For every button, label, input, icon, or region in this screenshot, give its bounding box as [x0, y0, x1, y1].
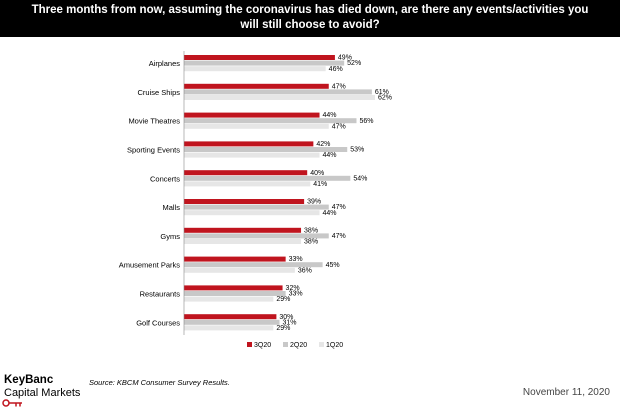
legend-swatch	[319, 342, 324, 347]
bar	[184, 285, 283, 291]
legend-swatch	[247, 342, 252, 347]
data-label: 44%	[323, 210, 337, 217]
bar	[184, 239, 302, 244]
data-label: 47%	[332, 83, 346, 90]
category-label: Restaurants	[140, 290, 181, 299]
bar	[184, 262, 323, 268]
category-label: Sporting Events	[127, 146, 180, 155]
data-label: 56%	[359, 118, 373, 125]
category-label: Gyms	[160, 232, 180, 241]
data-label: 33%	[289, 291, 303, 298]
bar	[184, 233, 329, 239]
bar	[184, 112, 320, 118]
data-label: 31%	[282, 319, 296, 326]
data-label: 53%	[350, 147, 364, 154]
data-label: 32%	[286, 285, 300, 292]
data-label: 44%	[323, 112, 337, 119]
bar	[184, 147, 348, 152]
bar	[184, 89, 372, 95]
legend-label: 2Q20	[290, 342, 307, 349]
bar	[184, 60, 345, 66]
bar	[184, 256, 286, 262]
key-icon	[2, 399, 22, 407]
legend-label: 1Q20	[326, 342, 343, 349]
logo-name: KeyBanc	[4, 374, 54, 386]
data-label: 49%	[338, 55, 352, 62]
bar-chart: Airplanes 49%52% 46% Cruise Ships 47% 61%62% M…	[119, 51, 392, 349]
source-note: Source: KBCM Consumer Survey Results.	[89, 378, 230, 387]
bar	[184, 66, 326, 72]
bar	[184, 118, 357, 124]
legend-label: 3Q20	[254, 342, 271, 349]
category-label: Cruise Ships	[137, 88, 180, 97]
bar	[184, 170, 308, 176]
bar	[184, 175, 351, 181]
bar	[184, 199, 305, 204]
category-label: Malls	[162, 203, 180, 212]
report-date: November 11, 2020	[522, 387, 610, 398]
bar	[184, 319, 280, 325]
data-label: 52%	[347, 60, 361, 67]
bar	[184, 181, 311, 187]
bar	[184, 296, 274, 302]
category-label: Airplanes	[149, 59, 181, 68]
data-label: 42%	[316, 141, 330, 148]
chart-title-line1: Three months from now, assuming the coro…	[31, 4, 589, 16]
data-label: 54%	[353, 175, 367, 182]
bar	[184, 291, 286, 296]
data-label: 29%	[276, 325, 290, 332]
data-label: 40%	[310, 170, 324, 177]
data-label: 41%	[313, 181, 327, 188]
data-label: 46%	[329, 66, 343, 73]
data-label: 30%	[279, 314, 293, 321]
logo-subtitle: Capital Markets	[4, 387, 81, 399]
data-label: 61%	[375, 89, 389, 96]
data-label: 45%	[326, 262, 340, 269]
category-label: Movie Theatres	[128, 117, 180, 126]
bar	[184, 141, 314, 147]
data-label: 29%	[276, 296, 290, 303]
bar	[184, 152, 320, 158]
bar	[184, 83, 329, 89]
bar	[184, 267, 295, 273]
data-label: 44%	[323, 152, 337, 159]
data-label: 47%	[332, 204, 346, 211]
category-label: Golf Courses	[136, 318, 180, 327]
chart-title: Three months from now, assuming the coro…	[0, 0, 620, 37]
bar	[184, 55, 335, 60]
data-label: 62%	[378, 95, 392, 102]
bar	[184, 314, 277, 320]
bar	[184, 123, 329, 129]
data-label: 33%	[289, 256, 303, 263]
data-label: 38%	[304, 227, 318, 234]
data-label: 47%	[332, 233, 346, 240]
bar	[184, 95, 375, 100]
bar	[184, 204, 329, 210]
data-label: 36%	[298, 267, 312, 274]
bar	[184, 325, 274, 331]
legend-swatch	[283, 342, 288, 347]
category-label: Amusement Parks	[119, 261, 181, 270]
chart-title-line2: will still choose to avoid?	[240, 19, 380, 31]
data-label: 47%	[332, 123, 346, 130]
category-label: Concerts	[150, 174, 180, 183]
data-label: 39%	[307, 199, 321, 206]
bar	[184, 210, 320, 216]
data-label: 38%	[304, 239, 318, 246]
bar	[184, 227, 302, 233]
